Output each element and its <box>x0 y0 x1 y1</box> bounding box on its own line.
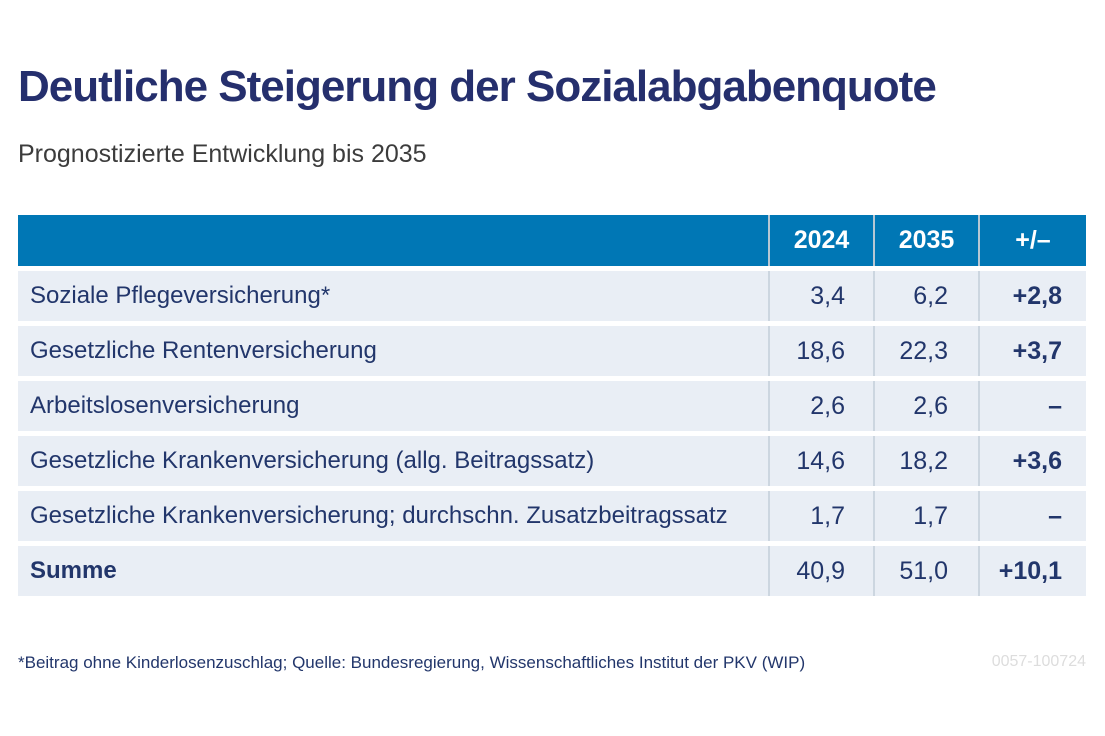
value-2035: 51,0 <box>873 546 978 596</box>
value-2035: 2,6 <box>873 381 978 431</box>
value-2024: 40,9 <box>768 546 873 596</box>
value-2035: 22,3 <box>873 326 978 376</box>
footnote-source: *Beitrag ohne Kinderlosenzuschlag; Quell… <box>18 653 806 672</box>
row-label: Gesetzliche Rentenversicherung <box>30 337 377 364</box>
table-row: Gesetzliche Rentenversicherung 18,6 22,3… <box>18 326 1086 376</box>
table-row-summe: Summe 40,9 51,0 +10,1 <box>18 546 1086 596</box>
table-row: Gesetzliche Krankenversicherung; durchsc… <box>18 491 1086 541</box>
value-2024: 3,4 <box>768 271 873 321</box>
figure-code: 0057-100724 <box>991 653 1086 670</box>
value-delta: – <box>978 491 1086 541</box>
page-subtitle: Prognostizierte Entwicklung bis 2035 <box>18 140 427 168</box>
value-2035: 6,2 <box>873 271 978 321</box>
table-row: Soziale Pflegeversicherung* 3,4 6,2 +2,8 <box>18 271 1086 321</box>
table-row: Arbeitslosenversicherung 2,6 2,6 – <box>18 381 1086 431</box>
sozialabgaben-table: 2024 2035 +/– Soziale Pflegeversicherung… <box>18 215 1086 601</box>
table-row: Gesetzliche Krankenversicherung (allg. B… <box>18 436 1086 486</box>
row-label: Summe <box>30 557 117 584</box>
value-2024: 2,6 <box>768 381 873 431</box>
row-label: Gesetzliche Krankenversicherung; durchsc… <box>30 502 728 529</box>
page-title: Deutliche Steigerung der Sozialabgabenqu… <box>18 62 937 111</box>
row-label: Soziale Pflegeversicherung* <box>30 282 331 309</box>
value-2024: 1,7 <box>768 491 873 541</box>
value-delta: +3,7 <box>978 326 1086 376</box>
row-label: Gesetzliche Krankenversicherung (allg. B… <box>30 447 595 474</box>
value-delta: +10,1 <box>978 546 1086 596</box>
row-label: Arbeitslosenversicherung <box>30 392 300 419</box>
table-header-row: 2024 2035 +/– <box>18 215 1086 266</box>
value-delta: +3,6 <box>978 436 1086 486</box>
value-2024: 18,6 <box>768 326 873 376</box>
value-2024: 14,6 <box>768 436 873 486</box>
value-2035: 1,7 <box>873 491 978 541</box>
value-delta: +2,8 <box>978 271 1086 321</box>
header-cell-label <box>18 215 768 266</box>
header-cell-2035: 2035 <box>873 215 978 266</box>
header-cell-delta: +/– <box>978 215 1086 266</box>
value-delta: – <box>978 381 1086 431</box>
header-cell-2024: 2024 <box>768 215 873 266</box>
value-2035: 18,2 <box>873 436 978 486</box>
